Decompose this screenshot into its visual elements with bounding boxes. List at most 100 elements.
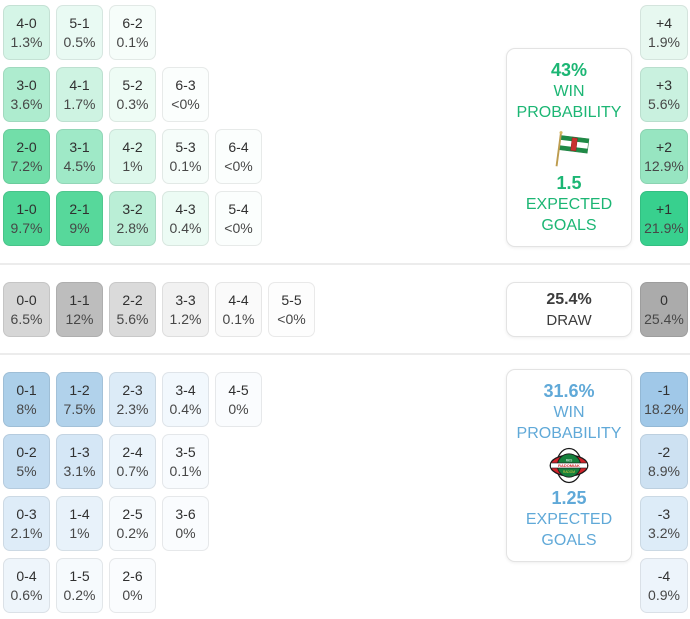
probability: 3.2%	[648, 524, 680, 541]
away-probability-word: PROBABILITY	[516, 425, 622, 442]
probability: 1%	[122, 157, 143, 174]
goal-diff-label: +1	[656, 200, 672, 217]
goal-diff-label: -2	[657, 443, 671, 460]
scoreline: 2-6	[122, 567, 143, 584]
probability: 0.2%	[116, 524, 149, 541]
home-win-probability-value: 43%	[550, 60, 587, 80]
cell-2-5: 2-5 0.2%	[109, 496, 156, 551]
section-divider	[0, 263, 690, 265]
home-score-row-2: 3-0 3.6% 4-1 1.7% 5-2 0.3% 6-3 <0%	[3, 67, 209, 122]
cell-1-1: 1-1 12%	[56, 282, 103, 337]
away-score-row-4: 0-4 0.6% 1-5 0.2% 2-6 0%	[3, 558, 156, 613]
probability: 0.7%	[116, 462, 149, 479]
scoreline: 1-3	[69, 443, 90, 460]
cell-0-4: 0-4 0.6%	[3, 558, 50, 613]
cell-6-4: 6-4 <0%	[215, 129, 262, 184]
probability: 12%	[65, 310, 94, 327]
scoreline: 3-6	[175, 505, 196, 522]
scoreline: 3-1	[69, 138, 90, 155]
scoreline: 3-5	[175, 443, 196, 460]
away-logo-band-text: RADOMIAK	[558, 463, 580, 468]
home-probability-word: PROBABILITY	[516, 104, 622, 121]
home-win-probability-block: 43% WIN PROBABILITY	[517, 59, 622, 123]
away-win-probability-value: 31.6%	[543, 381, 595, 401]
probability: 1.7%	[63, 95, 96, 112]
section-divider	[0, 353, 690, 355]
scoreline: 5-4	[228, 200, 249, 217]
cell-3-0: 3-0 3.6%	[3, 67, 50, 122]
scoreline: 2-1	[69, 200, 90, 217]
probability: 2.1%	[10, 524, 43, 541]
scoreline: 2-2	[122, 291, 143, 308]
cell-3-1: 3-1 4.5%	[56, 129, 103, 184]
cell-5-1: 5-1 0.5%	[56, 5, 103, 60]
probability: 0.9%	[648, 586, 680, 603]
away-score-row-1: 0-1 8% 1-2 7.5% 2-3 2.3% 3-4 0.4% 4-5 0%	[3, 372, 262, 427]
probability: 8%	[16, 400, 37, 417]
scoreline: 4-4	[228, 291, 249, 308]
probability: 0.4%	[169, 219, 202, 236]
scoreline: 0-3	[16, 505, 37, 522]
probability: 2.8%	[116, 219, 149, 236]
home-win-word: WIN	[553, 83, 585, 100]
home-expected-goals-block: 1.5 EXPECTED GOALS	[526, 172, 612, 236]
cell-5-3: 5-3 0.1%	[162, 129, 209, 184]
probability: 0.1%	[169, 157, 202, 174]
scoreline: 6-4	[228, 138, 249, 155]
draw-probability-card: 25.4% DRAW	[506, 282, 632, 337]
scoreline: 6-2	[122, 14, 143, 31]
scoreline: 4-1	[69, 76, 90, 93]
cell-2-0: 2-0 7.2%	[3, 129, 50, 184]
cell-1-5: 1-5 0.2%	[56, 558, 103, 613]
cell-1-0: 1-0 9.7%	[3, 191, 50, 246]
scoreline: 5-3	[175, 138, 196, 155]
probability: 0%	[175, 524, 196, 541]
away-logo-bottom-text: RADOM	[563, 470, 575, 474]
probability: 5.6%	[648, 95, 680, 112]
goal-diff-label: -4	[657, 567, 671, 584]
cell-4-0: 4-0 1.3%	[3, 5, 50, 60]
scoreline: 4-3	[175, 200, 196, 217]
scoreline: 2-0	[16, 138, 37, 155]
goal-diff-label: +3	[656, 76, 672, 93]
probability: 21.9%	[644, 219, 684, 236]
probability: 0%	[228, 400, 249, 417]
scoreline: 0-2	[16, 443, 37, 460]
home-score-row-4: 1-0 9.7% 2-1 9% 3-2 2.8% 4-3 0.4% 5-4 <0%	[3, 191, 262, 246]
scoreline: 1-2	[69, 381, 90, 398]
probability: 18.2%	[644, 400, 684, 417]
scoreline: 1-5	[69, 567, 90, 584]
cell-0-0: 0-0 6.5%	[3, 282, 50, 337]
cell-1-4: 1-4 1%	[56, 496, 103, 551]
scoreline: 4-0	[16, 14, 37, 31]
cell-5-5: 5-5 <0%	[268, 282, 315, 337]
probability: 0.1%	[116, 33, 149, 50]
probability: 9.7%	[10, 219, 43, 236]
probability: 4.5%	[63, 157, 96, 174]
scoreline: 3-0	[16, 76, 37, 93]
goal-diff-cell-minus4: -4 0.9%	[640, 558, 688, 613]
scoreline: 4-2	[122, 138, 143, 155]
probability: 3.6%	[10, 95, 43, 112]
cell-3-5: 3-5 0.1%	[162, 434, 209, 489]
cell-2-4: 2-4 0.7%	[109, 434, 156, 489]
scoreline: 0-1	[16, 381, 37, 398]
home-score-row-3: 2-0 7.2% 3-1 4.5% 4-2 1% 5-3 0.1% 6-4 <0%	[3, 129, 262, 184]
goal-diff-label: +2	[656, 138, 672, 155]
probability: 5%	[16, 462, 37, 479]
home-team-pennant-logo-icon	[555, 130, 590, 166]
home-expected-word: EXPECTED	[525, 196, 613, 213]
scoreline: 3-2	[122, 200, 143, 217]
goal-diff-label: -1	[657, 381, 671, 398]
probability: 7.5%	[63, 400, 96, 417]
draw-label: DRAW	[546, 311, 592, 329]
scoreline: 0-0	[16, 291, 37, 308]
cell-6-2: 6-2 0.1%	[109, 5, 156, 60]
cell-5-4: 5-4 <0%	[215, 191, 262, 246]
probability: 1.9%	[648, 33, 680, 50]
cell-3-3: 3-3 1.2%	[162, 282, 209, 337]
goal-diff-label: 0	[660, 291, 668, 308]
cell-2-2: 2-2 5.6%	[109, 282, 156, 337]
goal-diff-cell-minus1: -1 18.2%	[640, 372, 688, 427]
probability: 25.4%	[644, 310, 684, 327]
